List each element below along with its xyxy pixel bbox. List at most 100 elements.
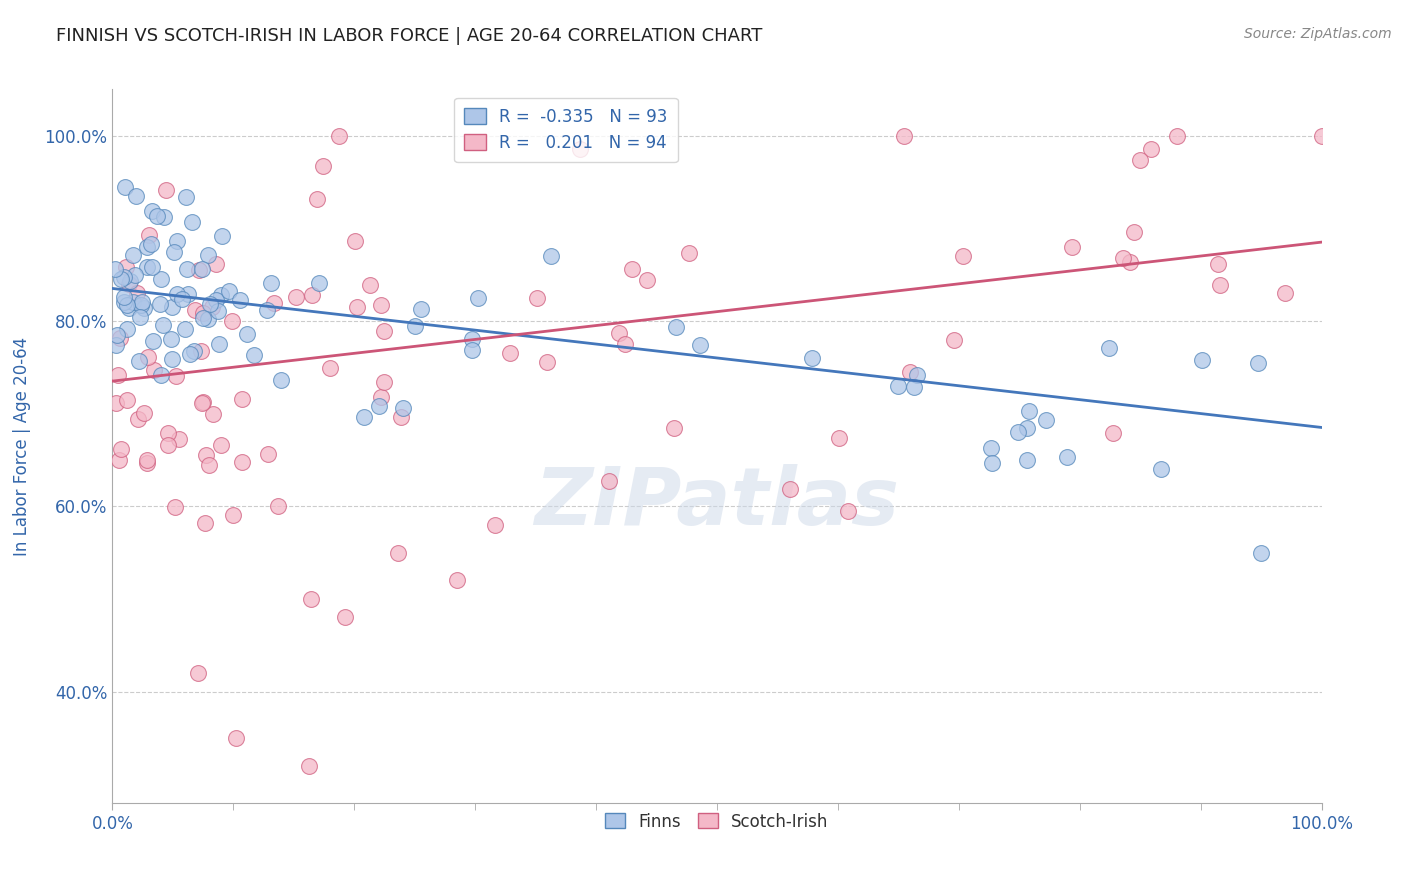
Point bbox=[598, 474, 620, 488]
Point bbox=[903, 380, 925, 394]
Point bbox=[163, 244, 186, 259]
Point bbox=[221, 314, 243, 328]
Point bbox=[201, 407, 224, 421]
Point bbox=[1250, 545, 1272, 559]
Point bbox=[209, 288, 232, 302]
Point bbox=[191, 396, 214, 410]
Point bbox=[1018, 404, 1040, 418]
Point bbox=[172, 292, 194, 306]
Point bbox=[536, 355, 558, 369]
Point bbox=[110, 272, 132, 286]
Point bbox=[128, 353, 150, 368]
Point bbox=[257, 447, 280, 461]
Point bbox=[689, 338, 711, 352]
Point bbox=[569, 142, 592, 156]
Point bbox=[155, 183, 177, 197]
Point bbox=[197, 312, 219, 326]
Point bbox=[188, 262, 211, 277]
Point bbox=[335, 610, 357, 624]
Point bbox=[118, 301, 141, 315]
Point bbox=[260, 276, 283, 290]
Point bbox=[1101, 426, 1123, 441]
Point bbox=[1166, 128, 1188, 143]
Point bbox=[149, 368, 172, 383]
Point bbox=[1150, 461, 1173, 475]
Point bbox=[370, 390, 392, 404]
Point bbox=[115, 392, 138, 407]
Point bbox=[243, 348, 266, 362]
Point bbox=[898, 365, 921, 379]
Point bbox=[191, 394, 214, 409]
Point bbox=[662, 421, 685, 435]
Point bbox=[146, 209, 169, 223]
Text: ZIPatlas: ZIPatlas bbox=[534, 464, 900, 542]
Point bbox=[391, 401, 413, 415]
Point bbox=[107, 452, 129, 467]
Point bbox=[266, 500, 288, 514]
Point bbox=[135, 260, 157, 274]
Point bbox=[1274, 285, 1296, 300]
Point bbox=[127, 412, 149, 426]
Legend: Finns, Scotch-Irish: Finns, Scotch-Irish bbox=[599, 806, 835, 838]
Point bbox=[301, 288, 323, 302]
Point bbox=[139, 236, 162, 251]
Point bbox=[312, 159, 335, 173]
Point bbox=[952, 249, 974, 263]
Point bbox=[1056, 450, 1078, 464]
Point bbox=[190, 343, 212, 358]
Point bbox=[636, 272, 658, 286]
Point bbox=[176, 261, 198, 276]
Point bbox=[142, 362, 165, 376]
Point bbox=[132, 301, 155, 315]
Point bbox=[387, 545, 409, 559]
Point bbox=[184, 303, 207, 318]
Point bbox=[112, 269, 135, 284]
Point bbox=[153, 210, 176, 224]
Point bbox=[105, 396, 128, 410]
Point bbox=[461, 332, 484, 346]
Point bbox=[1015, 452, 1038, 467]
Point bbox=[1015, 421, 1038, 435]
Point bbox=[125, 286, 148, 301]
Point bbox=[183, 344, 205, 359]
Point bbox=[166, 286, 188, 301]
Point bbox=[138, 227, 160, 242]
Point bbox=[191, 306, 214, 320]
Point bbox=[607, 326, 630, 341]
Point bbox=[201, 300, 224, 314]
Point bbox=[499, 346, 522, 360]
Point bbox=[1098, 341, 1121, 355]
Point bbox=[367, 399, 389, 413]
Point bbox=[1140, 142, 1163, 156]
Y-axis label: In Labor Force | Age 20-64: In Labor Force | Age 20-64 bbox=[13, 336, 31, 556]
Point bbox=[1191, 352, 1213, 367]
Point bbox=[118, 274, 141, 288]
Point bbox=[359, 278, 381, 293]
Point bbox=[1247, 356, 1270, 370]
Point bbox=[1119, 255, 1142, 269]
Point bbox=[181, 215, 204, 229]
Text: Source: ZipAtlas.com: Source: ZipAtlas.com bbox=[1244, 27, 1392, 41]
Point bbox=[1310, 128, 1333, 143]
Point bbox=[211, 228, 233, 243]
Point bbox=[135, 456, 157, 470]
Point bbox=[117, 277, 139, 291]
Point bbox=[129, 310, 152, 325]
Point bbox=[1111, 251, 1133, 265]
Point bbox=[125, 189, 148, 203]
Point bbox=[160, 351, 183, 366]
Point bbox=[115, 322, 138, 336]
Point bbox=[837, 503, 859, 517]
Point bbox=[104, 261, 127, 276]
Point bbox=[152, 318, 174, 332]
Point bbox=[195, 448, 218, 462]
Point bbox=[221, 508, 243, 523]
Point bbox=[166, 234, 188, 248]
Point bbox=[129, 298, 152, 312]
Point bbox=[112, 290, 135, 304]
Point bbox=[256, 302, 278, 317]
Point bbox=[370, 297, 392, 311]
Point bbox=[228, 293, 250, 308]
Point bbox=[308, 276, 330, 290]
Point bbox=[110, 442, 132, 456]
